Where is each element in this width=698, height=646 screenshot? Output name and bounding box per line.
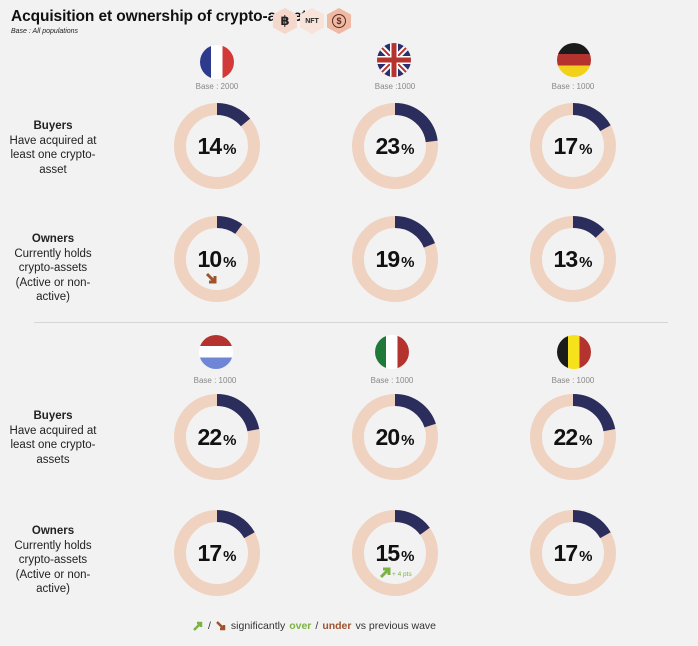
page-subtitle: Base : All populations [11, 28, 79, 35]
legend-sep2: / [315, 620, 319, 632]
donut-value-arc [216, 216, 243, 235]
legend-text-after: vs previous wave [355, 620, 437, 632]
donut-value-label: 17% [554, 540, 593, 566]
row-label-owners: Owners Currently holds crypto-assets (Act… [0, 524, 106, 597]
donut-value-label: 14% [198, 133, 237, 159]
donut-value-arc [394, 394, 436, 428]
donut-value-arc [394, 216, 435, 248]
row-label-desc: Have acquired at least one crypto-asset [9, 134, 97, 176]
donut-buyers-belgium: 22% [530, 394, 616, 480]
row-label-desc: Currently holds crypto-assets (Active or… [14, 247, 92, 304]
row-label-desc: Currently holds crypto-assets (Active or… [14, 539, 92, 596]
trend-label: + 4 pts [392, 571, 412, 578]
donut-buyers-italy: 20% [352, 394, 438, 480]
base-label: Base : 1000 [551, 376, 595, 385]
base-label: Base : 1000 [370, 376, 414, 385]
row-label-title: Buyers [33, 410, 73, 422]
donut-value-label: 22% [554, 424, 593, 450]
donut-value-arc [572, 510, 611, 539]
donut-value-arc [394, 510, 430, 536]
donut-value-arc [216, 510, 255, 539]
up-arrow-icon [193, 621, 203, 631]
donut-owners-italy: 15 % + 4 pts [352, 510, 438, 596]
donut-value-label: 23% [376, 133, 415, 159]
donut-owners-belgium: 17% [530, 510, 616, 596]
legend: / significantly over / under vs previous… [192, 620, 436, 632]
base-label: Base :1000 [374, 82, 416, 91]
base-label: Base : 1000 [551, 82, 595, 91]
donut-value-label: 19% [376, 246, 415, 272]
base-label: Base : 1000 [193, 376, 237, 385]
netherlands-flag [199, 335, 233, 369]
row-label-buyers: Buyers Have acquired at least one crypto-… [0, 119, 106, 177]
row-label-title: Buyers [33, 120, 73, 132]
base-label: Base : 2000 [195, 82, 239, 91]
donut-buyers-germany: 17% [530, 103, 616, 189]
section-divider [34, 322, 668, 323]
up-arrow-icon [379, 567, 391, 579]
france-flag [200, 45, 234, 79]
donut-owners-france: 10% [174, 216, 260, 302]
donut-value-label: 13% [554, 246, 593, 272]
dollar-label: $ [332, 14, 346, 28]
donut-value-label: 22% [198, 424, 237, 450]
legend-sep: / [208, 620, 211, 632]
row-label-title: Owners [31, 233, 75, 245]
donut-value-arc [572, 103, 611, 132]
donut-buyers-netherlands: 22% [174, 394, 260, 480]
row-label-desc: Have acquired at least one crypto-assets [9, 424, 97, 466]
donut-buyers-united-kingdom: 23% [352, 103, 438, 189]
donut-value-arc [572, 216, 605, 239]
donut-value-arc [572, 394, 616, 432]
donut-buyers-france: 14% [174, 103, 260, 189]
row-label-title: Owners [31, 525, 75, 537]
donut-value-arc [216, 103, 251, 127]
down-arrow-icon [205, 272, 217, 284]
badge-group: ฿ NFT $ [273, 8, 351, 34]
belgium-flag [557, 335, 591, 369]
donut-value-arc [394, 103, 438, 143]
italy-flag [375, 335, 409, 369]
legend-under: under [322, 620, 352, 632]
legend-over: over [289, 620, 312, 632]
donut-value-arc [216, 394, 260, 432]
legend-text-before: significantly [230, 620, 286, 632]
donut-owners-united-kingdom: 19% [352, 216, 438, 302]
down-arrow-icon [216, 621, 226, 631]
donut-owners-netherlands: 17% [174, 510, 260, 596]
row-label-owners: Owners Currently holds crypto-assets (Act… [0, 232, 106, 305]
donut-value-label: 17% [554, 133, 593, 159]
germany-flag [557, 43, 591, 77]
row-label-buyers: Buyers Have acquired at least one crypto-… [0, 409, 106, 467]
uk-flag [377, 43, 411, 77]
donut-owners-germany: 13% [530, 216, 616, 302]
donut-value-label: 10% [198, 246, 237, 272]
page-title: Acquisition et ownership of crypto-asset… [11, 8, 316, 25]
donut-value-label: 17% [198, 540, 237, 566]
donut-value-label: 20% [376, 424, 415, 450]
donut-value-label: 15% [376, 540, 415, 566]
